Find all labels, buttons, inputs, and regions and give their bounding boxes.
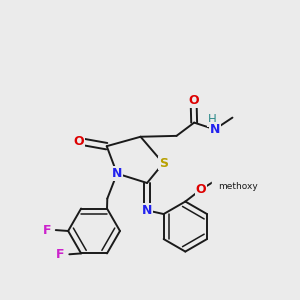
Text: methyl: methyl bbox=[237, 116, 242, 117]
Text: O: O bbox=[195, 183, 206, 196]
Text: S: S bbox=[159, 157, 168, 170]
Text: O: O bbox=[74, 135, 84, 148]
Text: methyl: methyl bbox=[240, 116, 245, 117]
Text: methoxy: methoxy bbox=[218, 182, 257, 191]
Text: O: O bbox=[188, 94, 199, 107]
Text: H: H bbox=[208, 113, 216, 126]
Text: N: N bbox=[142, 204, 152, 217]
Text: F: F bbox=[43, 224, 51, 237]
Text: O: O bbox=[195, 183, 206, 196]
Text: N: N bbox=[210, 123, 220, 136]
Text: F: F bbox=[56, 248, 65, 261]
Text: N: N bbox=[112, 167, 122, 180]
